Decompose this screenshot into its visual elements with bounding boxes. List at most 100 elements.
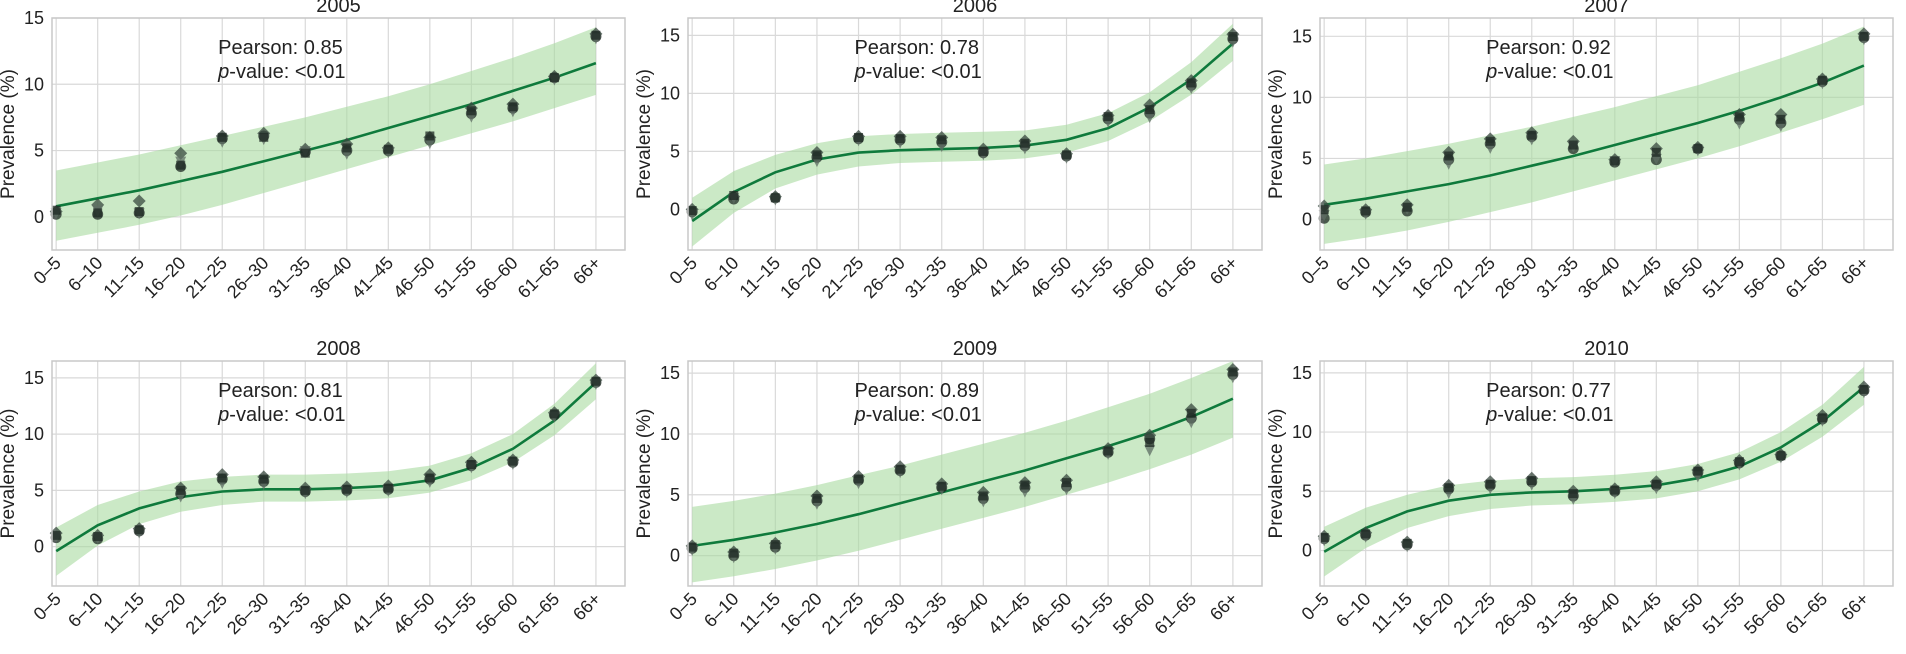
confidence-band (1324, 26, 1864, 244)
y-axis-label: Prevalence (%) (1266, 409, 1287, 539)
data-point (217, 132, 227, 142)
data-point (51, 205, 61, 215)
data-point (1443, 158, 1455, 170)
data-point (1651, 147, 1661, 157)
x-tick-label: 0–5 (666, 589, 701, 624)
x-tick-label: 46–50 (389, 589, 439, 639)
x-tick-label: 26–30 (859, 589, 909, 639)
p-value-annotation: p-value: <0.01 (1485, 404, 1613, 426)
data-point (978, 491, 988, 501)
data-point (1527, 476, 1537, 486)
x-tick-label: 11–15 (1367, 589, 1416, 638)
pearson-annotation: Pearson: 0.78 (854, 37, 979, 59)
x-tick-label: 46–50 (1026, 253, 1076, 303)
x-tick-label: 16–20 (140, 589, 190, 639)
data-point (217, 473, 227, 483)
x-tick-label: 56–60 (1109, 253, 1159, 303)
data-point (342, 143, 352, 153)
x-tick-label: 26–30 (223, 253, 273, 303)
y-tick-label: 0 (34, 207, 44, 227)
pearson-annotation: Pearson: 0.85 (218, 37, 343, 59)
x-tick-label: 56–60 (1740, 589, 1790, 639)
panel-title: 2008 (316, 338, 361, 360)
data-point (1228, 32, 1238, 42)
x-tick-label: 36–40 (943, 589, 993, 639)
x-tick-label: 36–40 (306, 253, 356, 303)
x-tick-label: 31–35 (265, 253, 315, 303)
x-tick-label: 16–20 (1408, 589, 1458, 639)
data-point (1693, 466, 1703, 476)
trend-line (55, 381, 597, 553)
data-point (259, 132, 269, 142)
data-point (424, 138, 436, 150)
data-point (1693, 144, 1703, 154)
x-tick-label: 11–15 (736, 589, 785, 638)
p-value-annotation: p-value: <0.01 (217, 404, 345, 426)
data-point (300, 148, 310, 158)
confidence-band (56, 27, 596, 241)
data-point (549, 409, 559, 419)
data-point (812, 150, 822, 160)
data-point (1568, 140, 1578, 150)
y-tick-label: 15 (660, 363, 680, 383)
data-point (591, 30, 601, 40)
data-point (132, 194, 146, 208)
data-point (1444, 483, 1454, 493)
data-point (1020, 480, 1030, 490)
data-point (1144, 112, 1156, 124)
x-tick-label: 46–50 (1657, 589, 1707, 639)
data-point (687, 206, 697, 216)
x-tick-label: 61–65 (1782, 589, 1832, 639)
x-tick-label: 31–35 (901, 253, 951, 303)
data-point (1020, 138, 1030, 148)
y-tick-label: 0 (34, 537, 44, 557)
data-point (300, 485, 310, 495)
x-tick-label: 26–30 (1491, 589, 1541, 639)
p-value-text: -value: <0.01 (229, 61, 345, 83)
data-point (1817, 75, 1827, 85)
data-point (895, 134, 905, 144)
data-point (1610, 156, 1620, 166)
panel-title: 2009 (953, 338, 998, 360)
confidence-band (1324, 366, 1864, 577)
y-tick-label: 5 (34, 141, 44, 161)
plot-frame (1319, 17, 1894, 251)
confidence-band (692, 361, 1233, 583)
x-tick-label: 66+ (569, 589, 605, 625)
y-axis-label: Prevalence (%) (634, 409, 655, 539)
data-point (687, 542, 697, 552)
x-tick-label: 41–45 (1616, 253, 1666, 303)
x-tick-label: 36–40 (1574, 253, 1624, 303)
data-point (383, 483, 393, 493)
x-tick-label: 66+ (1206, 589, 1242, 625)
data-point (854, 474, 864, 484)
x-tick-label: 0–5 (1298, 253, 1333, 288)
x-tick-label: 11–15 (1367, 253, 1416, 302)
data-point (1062, 150, 1072, 160)
x-tick-label: 26–30 (859, 253, 909, 303)
x-tick-label: 61–65 (1151, 253, 1201, 303)
data-point (1361, 206, 1371, 216)
data-point (1228, 367, 1238, 377)
data-point (937, 481, 947, 491)
plot-frame (51, 17, 626, 251)
plot-frame (687, 360, 1263, 587)
x-tick-label: 66+ (1837, 253, 1873, 289)
x-tick-label: 11–15 (99, 589, 148, 638)
data-point (1485, 479, 1495, 489)
panel-title: 2005 (316, 0, 361, 17)
data-point (1568, 489, 1578, 499)
x-tick-label: 61–65 (1782, 253, 1832, 303)
x-tick-label: 31–35 (265, 589, 315, 639)
x-tick-label: 66+ (569, 253, 605, 289)
x-tick-label: 0–5 (666, 253, 701, 288)
p-italic: p (217, 61, 229, 83)
data-point (1734, 112, 1744, 122)
x-tick-label: 56–60 (1740, 253, 1790, 303)
y-tick-label: 5 (1302, 481, 1312, 501)
y-tick-label: 15 (1292, 363, 1312, 383)
x-tick-label: 0–5 (1298, 589, 1333, 624)
x-tick-label: 51–55 (431, 253, 481, 303)
x-tick-label: 16–20 (776, 589, 826, 639)
